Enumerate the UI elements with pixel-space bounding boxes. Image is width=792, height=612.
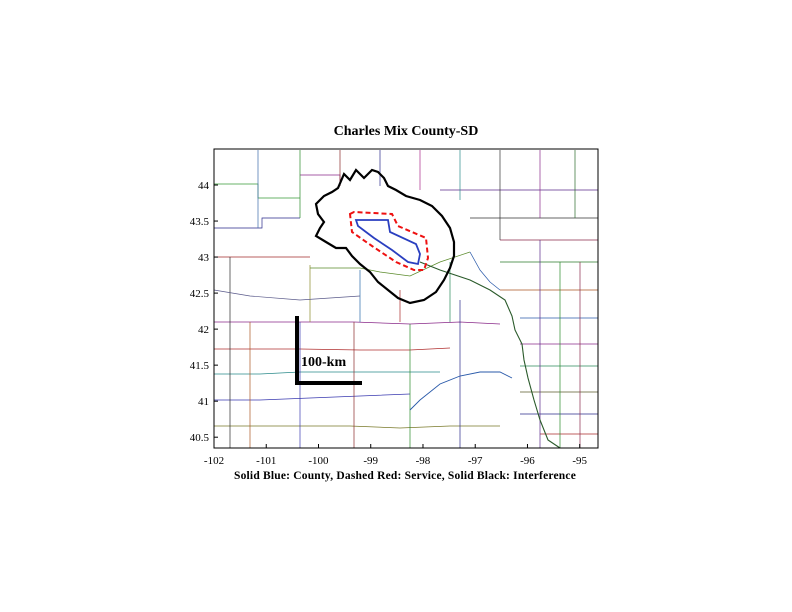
x-tick-label: -102	[204, 455, 224, 467]
plot-frame	[213, 148, 599, 449]
map-caption: Solid Blue: County, Dashed Red: Service,…	[233, 470, 576, 482]
y-tick-label: 43	[198, 252, 210, 264]
x-tick-label: -95	[572, 455, 587, 467]
county-boundaries	[213, 150, 598, 449]
interference-contour	[314, 168, 456, 305]
x-tick-label: -97	[468, 455, 483, 467]
y-tick-label: 41	[198, 396, 209, 408]
x-tick-label: -101	[256, 455, 276, 467]
y-tick-label: 41.5	[190, 360, 210, 372]
x-axis: -102 -101 -100 -99 -98 -97 -96 -95	[204, 444, 588, 467]
y-tick-label: 40.5	[190, 432, 210, 444]
x-tick-label: -100	[308, 455, 329, 467]
scale-label: 100-km	[301, 355, 346, 370]
scale-bar: 100-km	[295, 316, 362, 385]
x-tick-label: -98	[416, 455, 431, 467]
y-tick-label: 42.5	[190, 288, 210, 300]
county-boundary	[354, 219, 421, 266]
y-tick-label: 42	[198, 324, 209, 336]
service-contour	[348, 210, 430, 271]
y-tick-label: 44	[198, 180, 210, 192]
x-tick-label: -96	[520, 455, 535, 467]
map-title: Charles Mix County-SD	[333, 124, 479, 139]
y-axis: 44 43.5 43 42.5 42 41.5 41 40.5	[190, 180, 218, 444]
x-tick-label: -99	[363, 455, 378, 467]
y-tick-label: 43.5	[190, 216, 210, 228]
